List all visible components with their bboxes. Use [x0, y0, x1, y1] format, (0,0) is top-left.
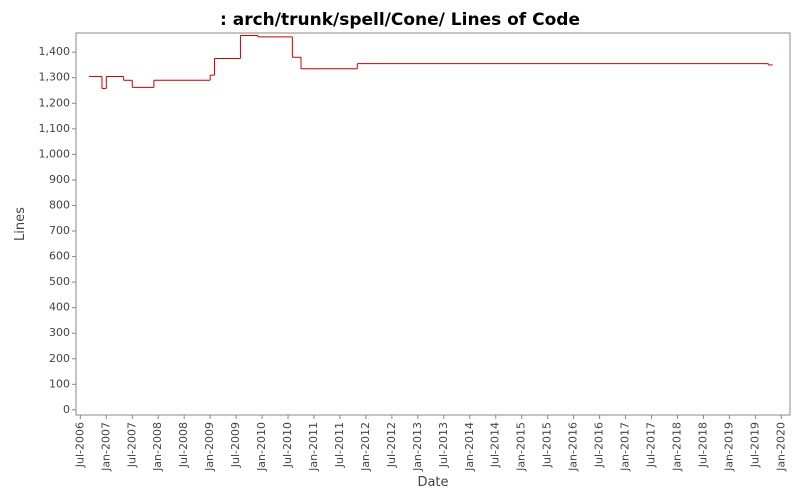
y-tick-label: 900 [49, 173, 70, 186]
y-tick-label: 1,300 [39, 71, 71, 84]
plot-frame [75, 32, 791, 416]
x-tick-label: Jan-2019 [722, 422, 735, 472]
x-tick-label: Jul-2013 [437, 422, 450, 468]
x-tick-label: Jan-2009 [203, 422, 216, 472]
x-tick-label: Jul-2012 [385, 422, 398, 468]
x-tick-label: Jan-2020 [774, 422, 787, 472]
x-tick-label: Jan-2008 [151, 422, 164, 472]
x-tick-label: Jan-2016 [567, 422, 580, 472]
x-tick-label: Jan-2011 [307, 422, 320, 472]
x-axis-title: Date [417, 475, 448, 490]
y-tick-label: 600 [49, 250, 70, 263]
y-tick-label: 700 [49, 224, 70, 237]
x-tick-label: Jul-2016 [593, 422, 606, 468]
x-tick-label: Jul-2014 [489, 422, 502, 468]
x-tick-label: Jan-2018 [670, 422, 683, 472]
x-tick-label: Jul-2008 [177, 422, 190, 468]
x-tick-label: Jan-2017 [619, 422, 632, 472]
y-tick-label: 800 [49, 198, 70, 211]
x-tick-label: Jul-2015 [541, 422, 554, 468]
y-tick-label: 1,100 [39, 122, 71, 135]
x-tick-label: Jul-2017 [645, 422, 658, 468]
y-tick-label: 1,000 [39, 147, 71, 160]
x-tick-label: Jan-2013 [411, 422, 424, 472]
x-tick-label: Jan-2010 [255, 422, 268, 472]
x-tick-label: Jul-2006 [73, 422, 86, 468]
y-tick-label: 1,200 [39, 96, 71, 109]
x-tick-label: Jan-2007 [99, 422, 112, 472]
y-tick-label: 300 [49, 326, 70, 339]
y-tick-label: 400 [49, 301, 70, 314]
x-tick-label: Jul-2007 [125, 422, 138, 468]
x-tick-label: Jan-2012 [359, 422, 372, 472]
y-tick-label: 0 [63, 403, 70, 416]
x-tick-label: Jul-2009 [229, 422, 242, 468]
y-tick-label: 200 [49, 352, 70, 365]
x-tick-label: Jul-2018 [696, 422, 709, 468]
y-tick-label: 100 [49, 377, 70, 390]
chart-title: : arch/trunk/spell/Cone/ Lines of Code [220, 10, 580, 30]
x-tick-label: Jul-2019 [748, 422, 761, 468]
x-tick-label: Jul-2011 [333, 422, 346, 468]
x-tick-label: Jul-2010 [281, 422, 294, 468]
x-tick-label: Jan-2014 [463, 422, 476, 472]
y-tick-label: 500 [49, 275, 70, 288]
y-axis-title: Lines [13, 207, 28, 241]
x-tick-label: Jan-2015 [515, 422, 528, 472]
y-tick-label: 1,400 [39, 45, 71, 58]
